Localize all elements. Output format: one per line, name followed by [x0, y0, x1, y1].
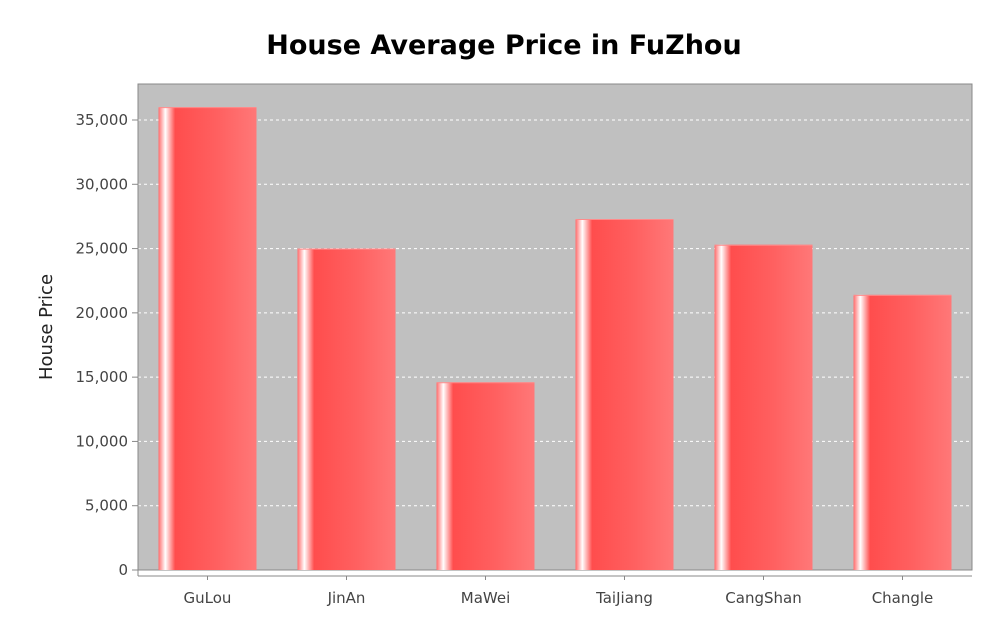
y-tick-label: 20,000: [76, 304, 129, 322]
bar: [297, 248, 396, 571]
y-tick-label: 0: [118, 561, 128, 579]
bar: [436, 382, 535, 570]
bar: [575, 219, 674, 570]
y-tick-label: 5,000: [85, 497, 128, 515]
y-tick-label: 25,000: [76, 240, 129, 258]
bar: [714, 244, 813, 570]
bar: [158, 107, 257, 571]
x-tick-label: JinAn: [327, 589, 366, 607]
y-tick-label: 35,000: [76, 111, 129, 129]
chart-title: House Average Price in FuZhou: [266, 30, 742, 61]
x-tick-label: Changle: [872, 589, 934, 607]
gridlines: [138, 119, 972, 507]
y-axis-label: House Price: [36, 274, 57, 380]
axes: 0 5,000 10,000 15,000 20,000 25,000 30,000 35,0…: [76, 84, 972, 607]
x-tick-label: MaWei: [461, 589, 510, 607]
x-tick-label: CangShan: [725, 589, 801, 607]
y-tick-label: 10,000: [76, 432, 129, 450]
y-tick-label: 30,000: [76, 175, 129, 193]
y-tick-label: 15,000: [76, 368, 129, 386]
x-tick-label: TaiJiang: [595, 589, 653, 607]
x-tick-label: GuLou: [184, 589, 232, 607]
bars: [158, 107, 952, 571]
bar: [853, 294, 952, 570]
plot-area: [137, 83, 973, 571]
